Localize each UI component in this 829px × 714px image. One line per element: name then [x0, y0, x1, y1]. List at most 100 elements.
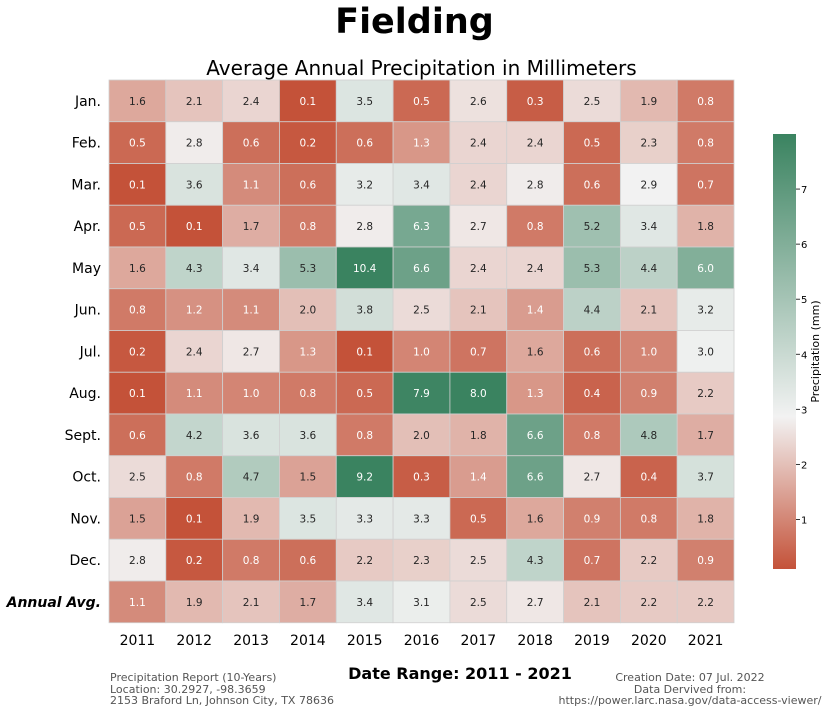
colorbar-tick-label: 7 [801, 185, 807, 196]
column-label: 2016 [404, 633, 440, 649]
source-label: Data Dervived from: [633, 682, 747, 696]
heatmap-cell [392, 330, 451, 373]
cell-value-label: 3.5 [300, 513, 317, 525]
cell-value-label: 3.2 [356, 179, 373, 191]
heatmap-cell [392, 121, 451, 164]
heatmap-cell [392, 538, 451, 582]
cell-value-label: 0.9 [584, 513, 601, 525]
cell-value-label: 3.4 [243, 263, 260, 275]
heatmap-cell [449, 246, 508, 290]
column-label: 2011 [120, 633, 156, 649]
report-location: Location: 30.2927, -98.3659 [110, 682, 266, 696]
heatmap-cell [506, 413, 564, 457]
cell-value-label: 1.8 [470, 430, 487, 442]
heatmap-cell [108, 580, 167, 624]
heatmap-cell [619, 163, 678, 206]
cell-value-label: 0.6 [584, 179, 601, 191]
heatmap-cells: 1.6 2.1 2.4 0.1 3.5 0.5 2.6 0.3 2.5 1.9 0.8 0.5 2.8 0… [108, 79, 735, 624]
heatmap-cell [222, 121, 280, 164]
column-label: 2013 [233, 633, 269, 649]
cell-value-label: 0.8 [527, 221, 544, 233]
row-label: Jun. [74, 303, 101, 319]
cell-value-label: 2.5 [129, 472, 146, 484]
heatmap-cell [676, 580, 735, 624]
colorbar-tick-label: 3 [801, 405, 807, 416]
heatmap-cell [563, 413, 621, 457]
cell-value-label: 2.7 [470, 221, 487, 233]
cell-value-label: 0.1 [300, 96, 317, 108]
heatmap-cell [279, 371, 337, 415]
heatmap-cell [392, 497, 451, 540]
cell-value-label: 4.4 [584, 305, 601, 317]
cell-value-label: 0.1 [186, 221, 203, 233]
heatmap-chart: 1.6 2.1 2.4 0.1 3.5 0.5 2.6 0.3 2.5 1.9 0.8 0.5 2.8 0… [6, 79, 822, 649]
heatmap-cell [563, 538, 621, 582]
heatmap-cell [392, 288, 451, 331]
heatmap-cell [506, 246, 564, 290]
row-label: Annual Avg. [6, 595, 101, 611]
cell-value-label: 0.5 [584, 138, 601, 150]
cell-value-label: 6.6 [413, 263, 430, 275]
cell-value-label: 0.8 [356, 430, 373, 442]
heatmap-cell [506, 455, 564, 498]
heatmap-cell [222, 497, 280, 540]
column-label: 2021 [688, 633, 724, 649]
row-label: Oct. [72, 470, 101, 486]
source-info: Creation Date: 07 Jul. 2022 Data Dervive… [545, 672, 829, 707]
cell-value-label: 2.7 [243, 346, 260, 358]
colorbar-tick-label: 2 [801, 460, 807, 471]
date-range: Date Range: 2011 - 2021 [348, 664, 572, 683]
cell-value-label: 0.8 [186, 472, 203, 484]
cell-value-label: 1.9 [186, 597, 203, 609]
cell-value-label: 0.8 [129, 305, 146, 317]
heatmap-cell [335, 538, 394, 582]
cell-value-label: 2.4 [527, 263, 544, 275]
cell-value-label: 0.8 [300, 388, 317, 400]
row-label: Dec. [69, 553, 101, 569]
heatmap-cell [335, 79, 394, 123]
cell-value-label: 1.4 [470, 472, 487, 484]
column-label: 2015 [347, 633, 383, 649]
row-label: Jul. [79, 344, 101, 360]
colorbar-tick-label: 4 [801, 350, 807, 361]
cell-value-label: 1.0 [243, 388, 260, 400]
cell-value-label: 0.2 [300, 138, 317, 150]
cell-value-label: 1.3 [300, 346, 317, 358]
cell-value-label: 0.5 [356, 388, 373, 400]
heatmap-cell [506, 79, 564, 123]
cell-value-label: 1.3 [413, 138, 430, 150]
heatmap-cell [335, 246, 394, 290]
cell-value-label: 0.4 [640, 472, 657, 484]
cell-value-label: 2.1 [186, 96, 203, 108]
cell-value-label: 3.6 [300, 430, 317, 442]
row-label: Jan. [74, 94, 101, 110]
colorbar: Precipitation (mm) 1 2 3 4 5 6 7 [773, 134, 822, 569]
cell-value-label: 1.6 [129, 263, 146, 275]
cell-value-label: 0.8 [300, 221, 317, 233]
cell-value-label: 0.8 [243, 555, 260, 567]
heatmap-cell [619, 246, 678, 290]
cell-value-label: 1.6 [527, 346, 544, 358]
cell-value-label: 1.1 [186, 388, 203, 400]
cell-value-label: 1.1 [243, 179, 260, 191]
cell-value-label: 3.1 [413, 597, 430, 609]
cell-value-label: 2.1 [243, 597, 260, 609]
row-label: Nov. [70, 511, 101, 527]
cell-value-label: 2.1 [640, 305, 657, 317]
colorbar-tick-label: 6 [801, 240, 807, 251]
cell-value-label: 1.6 [527, 513, 544, 525]
cell-value-label: 4.8 [640, 430, 657, 442]
source-url: https://power.larc.nasa.gov/data-access-… [558, 694, 822, 707]
cell-value-label: 2.5 [470, 555, 487, 567]
colorbar-gradient [773, 134, 796, 569]
page-title: Fielding [335, 2, 494, 42]
cell-value-label: 1.1 [129, 597, 146, 609]
cell-value-label: 2.4 [470, 179, 487, 191]
cell-value-label: 0.4 [584, 388, 601, 400]
heatmap-cell [335, 497, 394, 540]
heatmap-cell [165, 371, 224, 415]
cell-value-label: 0.7 [584, 555, 601, 567]
heatmap-cell [563, 204, 621, 248]
cell-value-label: 5.2 [584, 221, 601, 233]
heatmap-cell [392, 163, 451, 206]
